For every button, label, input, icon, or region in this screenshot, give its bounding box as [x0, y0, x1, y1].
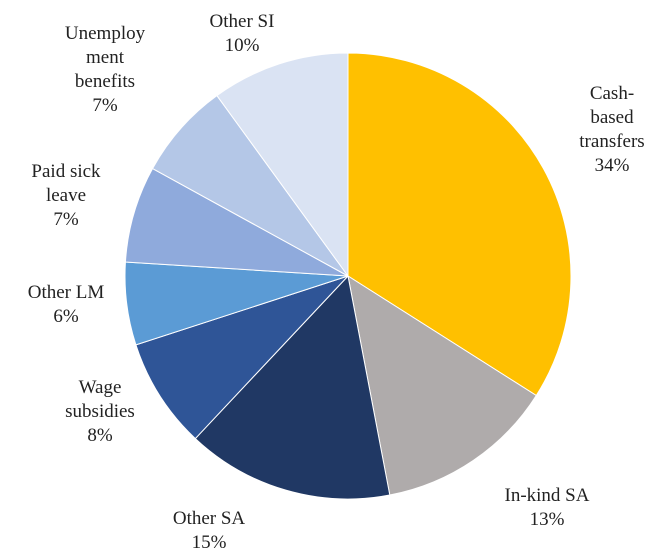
pie-slice — [216, 52, 349, 278]
data-label: Unemployment benefits 7% — [61, 22, 149, 118]
percent-label: 10% — [224, 35, 260, 56]
data-label: Wage subsidies 8% — [58, 376, 142, 448]
percent-label: 15% — [191, 532, 227, 553]
category-label: Other LM — [27, 282, 105, 303]
percent-label: 13% — [529, 509, 565, 530]
category-label: Unemployment benefits — [64, 23, 146, 92]
category-label: Wage subsidies — [65, 377, 135, 422]
data-label: Other SI 10% — [182, 10, 302, 58]
category-label: Cash-based transfers — [579, 83, 645, 152]
percent-label: 6% — [53, 306, 79, 327]
data-label: Other SA 15% — [149, 507, 269, 555]
pie-slice — [194, 274, 391, 500]
data-label: Other LM 6% — [6, 281, 126, 329]
percent-label: 8% — [87, 425, 113, 446]
data-label: In-kind SA 13% — [482, 484, 612, 532]
category-label: In-kind SA — [504, 485, 590, 506]
data-label: Paid sick leave 7% — [24, 160, 108, 232]
percent-label: 7% — [53, 209, 79, 230]
category-label: Other SA — [172, 508, 246, 529]
pie-slice — [347, 274, 537, 496]
percent-label: 7% — [92, 95, 118, 116]
category-label: Other SI — [209, 11, 275, 32]
percent-label: 34% — [594, 155, 630, 176]
category-label: Paid sick leave — [31, 161, 101, 206]
pie-slice — [347, 52, 572, 397]
pie-slice — [135, 275, 349, 440]
data-label: Cash-based transfers 34% — [570, 82, 654, 178]
